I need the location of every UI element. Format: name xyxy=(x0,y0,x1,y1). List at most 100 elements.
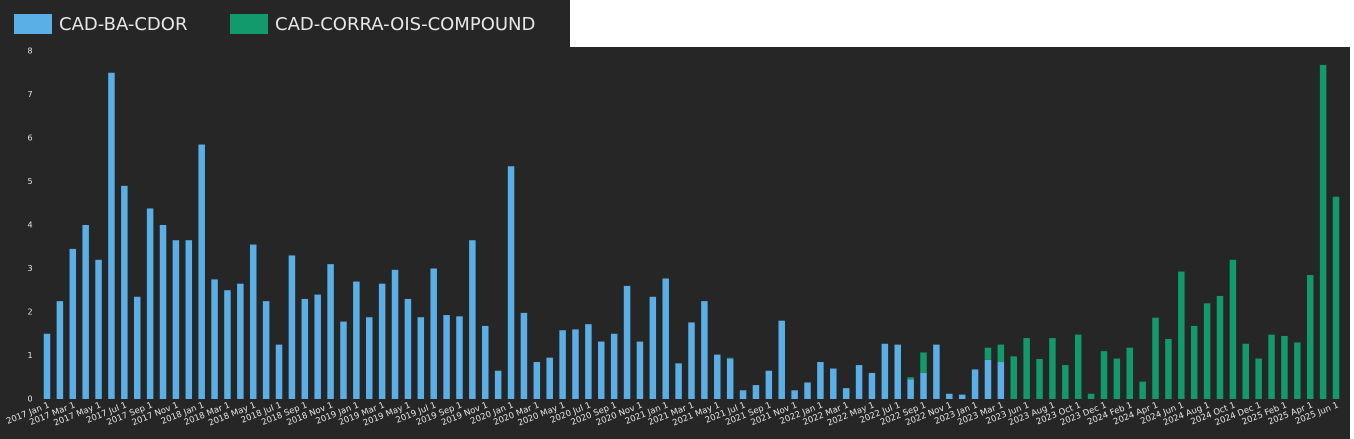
bar xyxy=(172,240,180,399)
bar xyxy=(868,372,876,399)
bar xyxy=(1049,338,1056,399)
bar xyxy=(1255,358,1262,399)
bar xyxy=(404,298,412,399)
bar xyxy=(842,388,850,399)
bar xyxy=(946,393,953,399)
bar xyxy=(997,344,1005,363)
bar xyxy=(430,268,437,399)
bar xyxy=(288,255,296,399)
y-tick-label: 8 xyxy=(27,47,32,56)
bar xyxy=(662,278,669,399)
bar xyxy=(82,225,89,399)
bar xyxy=(817,362,824,399)
y-tick-label: 0 xyxy=(27,395,32,404)
bar xyxy=(1074,334,1082,399)
bar xyxy=(778,320,785,399)
bar xyxy=(1242,343,1250,399)
bar xyxy=(739,390,747,399)
bar xyxy=(752,385,760,399)
bar xyxy=(469,240,476,399)
bar xyxy=(133,296,141,399)
bar xyxy=(984,347,992,360)
bar xyxy=(714,354,721,399)
y-tick-label: 1 xyxy=(27,351,32,360)
bar xyxy=(907,379,914,399)
bar xyxy=(146,208,154,399)
bar xyxy=(791,390,798,399)
bar xyxy=(482,325,489,399)
bar xyxy=(933,344,940,399)
y-tick-label: 7 xyxy=(27,90,32,99)
bar xyxy=(585,324,592,399)
bar xyxy=(636,341,644,399)
bar xyxy=(765,370,773,399)
bar xyxy=(559,330,566,399)
bar xyxy=(1332,196,1340,399)
bar xyxy=(327,264,334,399)
bar xyxy=(533,362,541,399)
bar xyxy=(675,363,682,399)
bar xyxy=(1216,295,1224,399)
bar xyxy=(249,244,257,399)
bar xyxy=(894,344,901,399)
y-tick-label: 3 xyxy=(27,264,32,273)
bar xyxy=(610,333,618,399)
bar xyxy=(314,294,321,399)
y-tick-label: 5 xyxy=(27,177,32,186)
bar xyxy=(971,369,979,399)
bar xyxy=(121,185,128,399)
bar xyxy=(649,296,657,399)
bar xyxy=(701,301,708,399)
bar xyxy=(958,394,966,399)
bar xyxy=(301,298,309,399)
bar xyxy=(391,269,399,399)
bar xyxy=(1139,381,1146,399)
bar xyxy=(159,225,167,399)
bar xyxy=(920,352,927,373)
bar xyxy=(623,285,631,399)
bar xyxy=(1023,338,1030,399)
bar xyxy=(417,317,425,399)
bar xyxy=(1294,342,1301,399)
bar xyxy=(1010,356,1017,399)
bar xyxy=(1203,303,1211,399)
bar xyxy=(1100,351,1108,399)
bar xyxy=(275,344,283,399)
bar xyxy=(1165,338,1172,399)
bar xyxy=(572,329,579,399)
legend-label: CAD-BA-CDOR xyxy=(59,14,187,35)
bar xyxy=(997,362,1005,399)
bar xyxy=(1229,259,1237,399)
bar xyxy=(443,315,450,399)
bar xyxy=(546,357,553,399)
bar xyxy=(1319,64,1327,400)
bar xyxy=(353,281,360,399)
bar xyxy=(804,382,811,399)
bar xyxy=(1152,317,1159,399)
bar xyxy=(726,357,734,359)
bar xyxy=(1281,335,1288,399)
legend-swatch xyxy=(14,14,52,34)
bar xyxy=(456,316,463,399)
bar xyxy=(598,341,605,399)
bar xyxy=(224,290,231,399)
y-tick-label: 6 xyxy=(27,134,32,143)
bar xyxy=(520,312,528,399)
bar xyxy=(1126,347,1134,399)
bar xyxy=(185,240,193,399)
legend-background xyxy=(0,0,570,47)
bar xyxy=(56,301,64,399)
y-tick-label: 2 xyxy=(27,308,32,317)
bar xyxy=(920,372,927,399)
bar xyxy=(907,377,914,380)
bar xyxy=(1062,365,1069,399)
bar xyxy=(507,166,515,399)
bar xyxy=(1113,358,1121,399)
bar xyxy=(1087,393,1095,399)
bar xyxy=(262,301,270,399)
bar xyxy=(1190,325,1198,399)
bar xyxy=(43,333,51,399)
bar xyxy=(881,343,889,399)
bar xyxy=(340,321,347,399)
